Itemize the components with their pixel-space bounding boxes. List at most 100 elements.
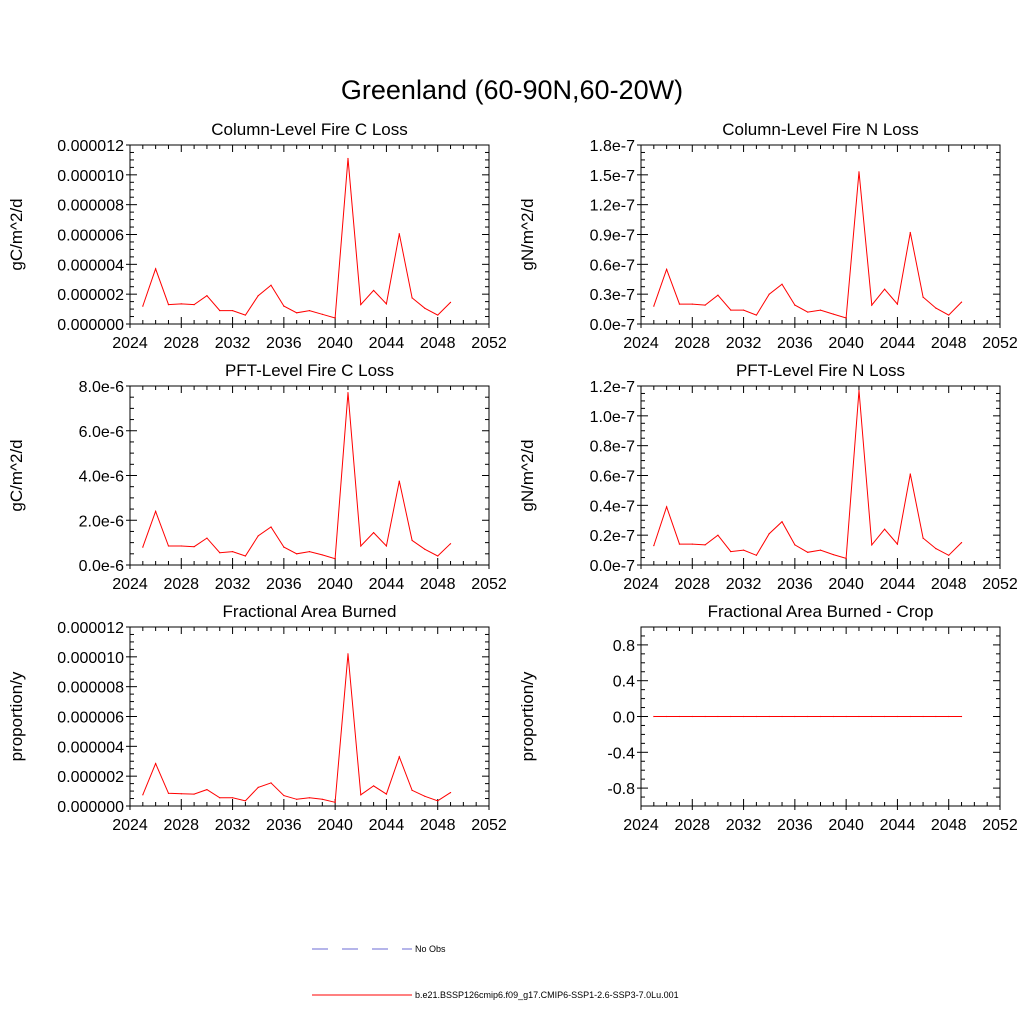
data-point xyxy=(385,303,388,305)
data-point xyxy=(845,715,847,718)
y-tick-label: 0.6e-7 xyxy=(590,257,635,274)
data-point xyxy=(283,305,285,307)
plot-frame xyxy=(129,626,490,807)
data-point xyxy=(206,537,208,539)
series-line xyxy=(142,653,451,803)
data-point xyxy=(449,301,452,303)
data-point xyxy=(755,314,757,316)
data-point xyxy=(231,797,234,799)
data-point xyxy=(922,715,924,718)
x-tick-label: 2052 xyxy=(471,335,507,352)
x-tick-label: 2032 xyxy=(215,335,251,352)
data-point xyxy=(437,555,439,557)
legend-label-no-obs: No Obs xyxy=(415,944,446,954)
data-point xyxy=(807,551,809,553)
data-point xyxy=(167,792,170,794)
data-point xyxy=(180,793,182,795)
x-tick-label: 2028 xyxy=(163,576,199,593)
x-tick-label: 2052 xyxy=(471,817,507,834)
x-tick-label: 2040 xyxy=(828,335,864,352)
y-tick-label: 0.000006 xyxy=(57,710,124,727)
y-tick-label: 1.0e-7 xyxy=(590,409,635,426)
y-tick-label: 0.000008 xyxy=(57,680,124,697)
data-point xyxy=(666,715,668,718)
data-point xyxy=(206,295,208,297)
data-point xyxy=(755,715,757,718)
data-point xyxy=(768,715,770,718)
data-point xyxy=(411,789,413,791)
x-tick-label: 2036 xyxy=(266,817,302,834)
plot-frame xyxy=(129,144,490,325)
series-line xyxy=(653,171,962,319)
data-point xyxy=(437,314,439,316)
data-point xyxy=(347,157,349,160)
y-tick-label: 0.000000 xyxy=(57,317,124,334)
data-point xyxy=(142,546,144,548)
data-point xyxy=(244,555,246,557)
data-point xyxy=(807,311,809,313)
y-tick-label: 0.000012 xyxy=(57,138,124,155)
data-point xyxy=(449,543,452,545)
data-point xyxy=(884,288,886,290)
data-point xyxy=(193,304,195,306)
data-point xyxy=(244,314,246,316)
data-point xyxy=(373,289,375,292)
data-point xyxy=(819,549,822,551)
data-point xyxy=(691,543,693,545)
y-tick-label: 6.0e-6 xyxy=(79,424,124,441)
data-point xyxy=(373,531,375,534)
data-point xyxy=(219,797,221,799)
data-point xyxy=(653,715,655,718)
data-point xyxy=(360,794,362,796)
data-point xyxy=(257,535,259,537)
data-point xyxy=(794,544,796,546)
x-tick-label: 2052 xyxy=(982,335,1018,352)
x-tick-label: 2032 xyxy=(215,817,251,834)
data-point xyxy=(678,543,681,545)
data-point xyxy=(832,715,834,718)
data-point xyxy=(385,545,388,547)
data-point xyxy=(424,307,426,309)
x-tick-label: 2048 xyxy=(931,817,967,834)
data-point xyxy=(832,553,834,556)
data-point xyxy=(704,304,706,306)
data-point xyxy=(155,510,157,512)
x-tick-label: 2052 xyxy=(982,576,1018,593)
data-point xyxy=(768,533,770,535)
data-point xyxy=(807,715,809,718)
data-point xyxy=(424,548,426,550)
data-point xyxy=(653,305,655,307)
data-point xyxy=(653,545,655,547)
data-point xyxy=(909,715,911,718)
data-point xyxy=(283,546,285,548)
panel-6: Fractional Area Burned - Crop proportion/… xyxy=(518,602,1018,834)
data-point xyxy=(948,314,950,316)
data-point xyxy=(437,800,439,802)
panel-title: PFT-Level Fire C Loss xyxy=(225,361,394,380)
series-line xyxy=(653,390,962,559)
x-tick-label: 2036 xyxy=(777,817,813,834)
data-point xyxy=(730,550,732,553)
y-tick-label: 0.000000 xyxy=(57,799,124,816)
x-tick-label: 2028 xyxy=(163,817,199,834)
y-tick-label: 0.8 xyxy=(613,638,635,655)
x-tick-label: 2040 xyxy=(317,335,353,352)
panel-title: Column-Level Fire C Loss xyxy=(211,120,408,139)
data-point xyxy=(385,793,388,795)
y-tick-label: 0.6e-7 xyxy=(590,469,635,486)
x-tick-label: 2044 xyxy=(880,817,916,834)
data-point xyxy=(373,785,375,787)
panel-title: Column-Level Fire N Loss xyxy=(722,120,919,139)
y-tick-label: 1.2e-7 xyxy=(590,379,635,396)
data-point xyxy=(678,715,681,718)
y-tick-label: 0.0e-7 xyxy=(590,558,635,575)
data-point xyxy=(167,304,170,306)
data-point xyxy=(321,313,323,315)
x-tick-label: 2032 xyxy=(726,335,762,352)
x-tick-label: 2044 xyxy=(369,817,405,834)
data-point xyxy=(691,303,693,305)
x-tick-label: 2036 xyxy=(266,576,302,593)
data-point xyxy=(858,171,860,173)
data-point xyxy=(871,715,873,718)
data-point xyxy=(742,309,745,311)
